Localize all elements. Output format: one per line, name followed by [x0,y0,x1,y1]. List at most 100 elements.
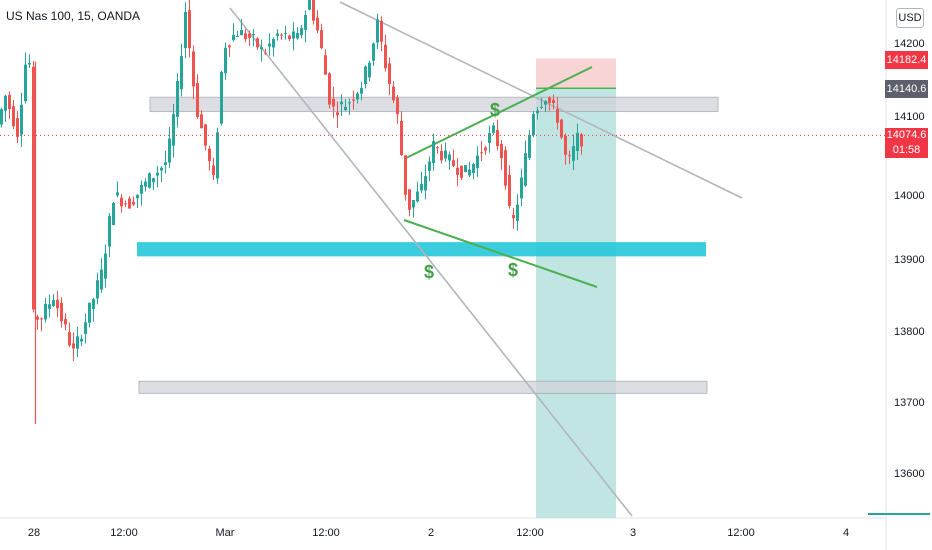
candle-up [116,192,119,196]
candle-down [564,135,567,155]
dollar-annotation-left[interactable]: $ [424,262,435,282]
trend-line-descending-long [229,7,633,517]
candle-up [152,178,155,183]
dollar-annotation-right[interactable]: $ [508,260,519,280]
candle-up [76,336,79,349]
candle-down [512,215,515,219]
candle-down [484,147,487,151]
candle-up [236,35,239,37]
candle-up [100,269,103,290]
candle-up [104,253,107,279]
candle-down [124,203,127,205]
candle-down [400,120,403,156]
candle-up [528,134,531,158]
candle-up [544,101,547,105]
candle-down [204,124,207,146]
take-profit-zone [536,88,616,519]
candle-up [488,133,491,143]
candle-down [500,143,503,159]
candle-down [452,160,455,166]
candle-down [556,108,559,123]
candle-up [164,162,167,165]
candle-down [560,119,563,138]
candle-down [324,55,327,75]
candle-up [88,302,91,323]
candle-down [568,155,571,157]
candle-down [408,189,411,210]
candle-up [360,88,363,94]
candle-up [576,132,579,152]
candle-down [456,167,459,175]
candle-down [12,106,15,127]
wedge-lower-line [403,219,598,288]
candle-up [20,104,23,135]
candle-down [440,150,443,161]
candle-up [252,34,255,36]
candle-down [208,148,211,162]
candle-down [132,201,135,205]
candle-up [140,184,143,194]
y-tick-13600: 13600 [894,468,925,480]
candle-up [272,38,275,48]
stop-loss-zone [536,58,616,89]
candle-up [308,0,311,10]
candle-up [112,202,115,225]
candle-up [448,154,451,161]
x-tick-3: 3 [629,527,637,539]
candle-down [192,51,195,87]
y-tick-13900: 13900 [894,254,925,266]
candle-up [260,47,263,50]
candle-up [444,150,447,159]
candle-up [232,34,235,41]
candle-down [396,97,399,115]
candle-down [16,118,19,137]
candle-up [296,33,299,39]
candle-up [268,43,271,47]
candle-down [68,332,71,346]
candle-up [540,106,543,108]
candle-up [168,138,171,163]
candle-down [196,82,199,117]
dollar-annotation-top[interactable]: $ [490,100,501,120]
candle-up [348,102,351,104]
candle-down [244,33,247,40]
candle-up [136,194,139,199]
candle-up [572,146,575,161]
y-tick-14000: 14000 [894,190,925,202]
candle-down [404,155,407,195]
candle-up [428,161,431,171]
candle-up [412,200,415,208]
current-price-label: 14074.6 [885,128,928,143]
x-tick-2: 2 [427,527,435,539]
candle-up [52,299,55,307]
symbol-title[interactable]: US Nas 100, 15, OANDA [6,9,141,23]
candle-down [312,0,315,21]
candle-up [96,280,99,299]
candle-up [536,110,539,114]
candle-up [432,141,435,164]
x-tick-4: 4 [842,527,850,539]
candle-up [492,125,495,133]
resistance-zone [149,96,719,113]
candle-up [216,132,219,179]
y-tick-13800: 13800 [894,326,925,338]
candle-up [300,28,303,36]
candle-down [32,66,35,310]
candle-down [228,45,231,48]
candle-up [284,32,287,34]
candle-down [64,319,67,325]
candle-up [84,322,87,334]
y-tick-14200: 14200 [894,38,925,50]
candle-up [224,47,227,74]
currency-button[interactable]: USD [896,8,924,28]
candle-down [56,299,59,309]
candle-down [188,10,191,49]
candle-down [212,165,215,176]
candle-down [248,33,251,38]
candle-up [92,298,95,310]
x-tick-1200-b: 12:00 [312,527,340,539]
candle-up [424,176,427,191]
candle-up [44,303,47,320]
